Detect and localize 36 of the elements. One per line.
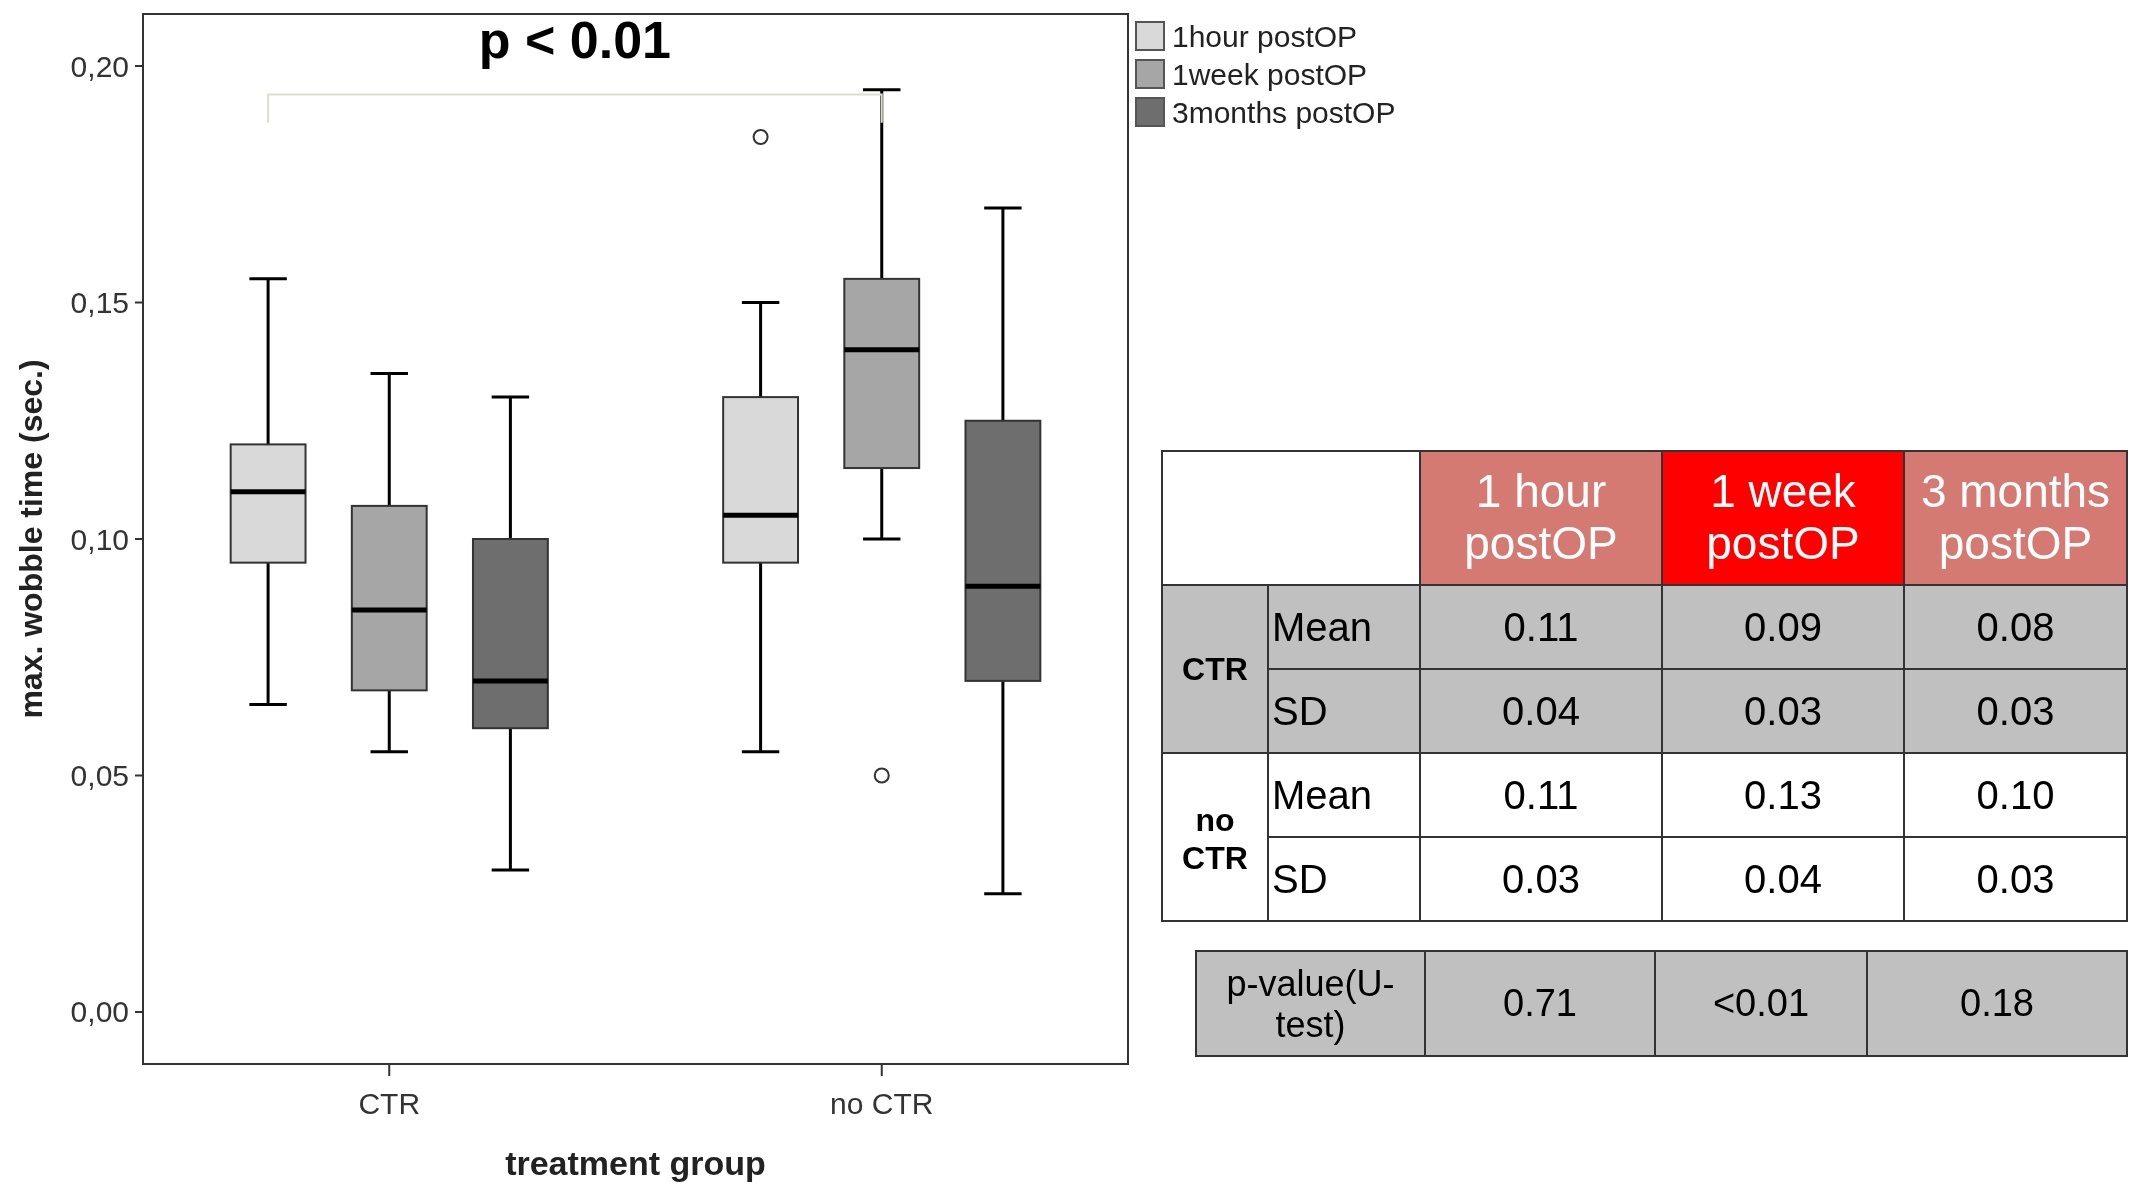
category-label: Mean [1272,773,1373,817]
category-label: 1 week postOP [1706,464,1860,570]
text: no CTR [1182,801,1248,876]
y-tick-label: 0,20 [70,49,129,83]
text: 0.18 [1960,982,2034,1025]
y-tick-label: 0,15 [70,286,129,320]
y-tick-label: 0,10 [70,522,129,556]
text: 0.11 [1503,773,1579,817]
y-axis-title: max. wobble time (sec.) [13,359,49,719]
text: CTR [1182,651,1248,688]
text: 0.03 [1502,857,1580,901]
text: 0.03 [1976,689,2055,733]
text: 0.71 [1503,982,1577,1025]
category-label: 1 hour postOP [1464,464,1618,570]
category-label: p-value(U-test) [1226,962,1395,1046]
legend-label: 1hour postOP [1172,19,1358,53]
annotation: p < 0.01 [478,11,672,69]
text: 0.09 [1744,605,1822,649]
text: 0.03 [1744,689,1822,733]
text: 0.11 [1503,605,1579,649]
text: 0.04 [1502,689,1580,733]
category-label: SD [1272,689,1328,733]
text: 0.10 [1976,773,2055,817]
y-tick-label: 0,00 [70,995,129,1029]
text: 0.08 [1976,605,2055,649]
text: 0.04 [1744,857,1822,901]
legend-label: 1week postOP [1172,57,1368,91]
text: 0.03 [1976,857,2055,901]
y-tick-label: 0,05 [70,758,129,792]
category-label: 3 months postOP [1920,464,2111,570]
category-label: SD [1272,857,1328,901]
x-axis-title: treatment group [505,1144,766,1182]
text: <0.01 [1712,982,1810,1025]
legend-label: 3months postOP [1172,95,1396,129]
text: 0.13 [1744,773,1822,817]
category-label: Mean [1272,605,1373,649]
